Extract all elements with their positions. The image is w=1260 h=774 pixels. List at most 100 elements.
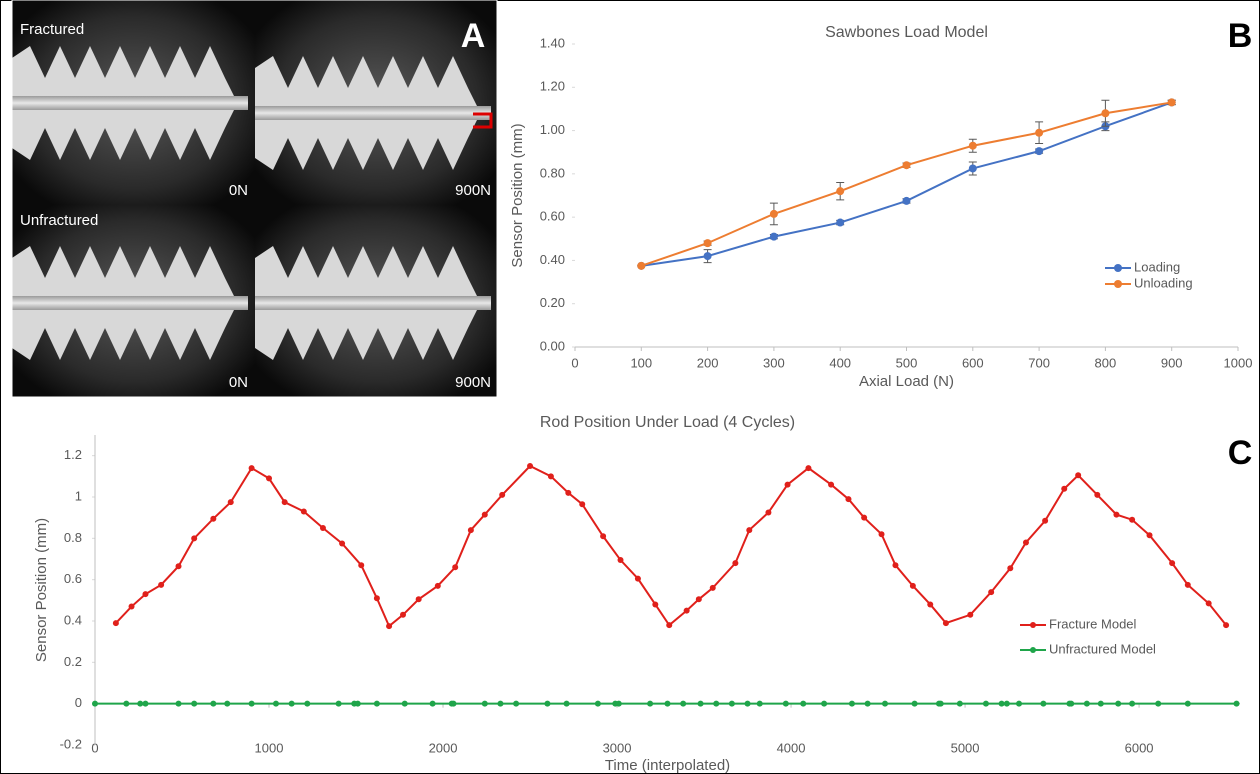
point	[401, 700, 408, 707]
point	[386, 623, 393, 630]
point	[942, 620, 949, 627]
point	[600, 533, 607, 540]
x-tick-label: 4000	[777, 740, 806, 755]
point	[210, 515, 217, 522]
point	[1007, 565, 1014, 572]
series-line	[115, 464, 1227, 628]
y-tick-label: 0.40	[540, 252, 565, 267]
image-load: 0N	[229, 374, 248, 391]
point	[266, 475, 273, 482]
point	[746, 527, 753, 534]
point	[224, 700, 231, 707]
point	[828, 481, 835, 488]
point	[191, 700, 198, 707]
point	[137, 700, 144, 707]
point	[836, 187, 845, 196]
point	[547, 473, 554, 480]
point	[373, 595, 380, 602]
panel-a: Fractured 0N 900N Unfractured 0N 900N	[11, 0, 498, 398]
point	[1129, 700, 1136, 707]
xray-image: 900N	[255, 0, 497, 205]
point	[128, 603, 135, 610]
point	[319, 525, 326, 531]
point	[647, 700, 654, 707]
point	[594, 700, 601, 707]
point	[728, 700, 735, 707]
legend-marker	[1114, 264, 1122, 272]
point	[878, 531, 885, 538]
point	[709, 584, 716, 591]
point	[1155, 700, 1162, 707]
x-tick-label: 800	[1095, 355, 1117, 370]
x-tick-label: 200	[697, 355, 719, 370]
point	[358, 562, 365, 569]
point	[227, 499, 234, 506]
x-tick-label: 400	[829, 355, 851, 370]
point	[1068, 700, 1075, 707]
image-caption: Fractured	[20, 21, 84, 38]
point	[112, 620, 119, 627]
point	[288, 700, 295, 707]
point	[434, 582, 441, 589]
x-tick-label: 3000	[603, 740, 632, 755]
point	[497, 700, 504, 707]
point	[1040, 700, 1047, 707]
point	[732, 560, 739, 567]
point	[248, 465, 255, 472]
point	[615, 700, 622, 707]
point	[927, 601, 934, 608]
y-tick-label: 0.8	[64, 530, 82, 545]
legend-label: Fracture Model	[1049, 616, 1137, 631]
point	[123, 700, 130, 707]
xray-image: Unfractured 0N	[12, 205, 255, 397]
point	[1223, 622, 1230, 629]
y-axis-label: Sensor Position (mm)	[509, 123, 526, 267]
image-caption: Unfractured	[20, 212, 98, 229]
x-tick-label: 900	[1161, 355, 1183, 370]
point	[1205, 600, 1212, 607]
image-load: 0N	[229, 182, 248, 199]
point	[666, 622, 673, 629]
panel-letter: A	[461, 17, 486, 55]
point	[703, 239, 712, 248]
point	[634, 575, 641, 582]
point	[1169, 560, 1176, 567]
y-tick-label: 1.40	[540, 35, 565, 50]
legend-label: Unloading	[1134, 275, 1193, 290]
x-tick-label: 300	[763, 355, 785, 370]
x-tick-label: 1000	[1224, 355, 1253, 370]
point	[544, 700, 551, 707]
point	[800, 700, 807, 707]
point	[373, 700, 380, 707]
point	[415, 596, 422, 603]
y-tick-label: 1	[75, 488, 82, 503]
point	[848, 700, 855, 707]
point	[1146, 532, 1153, 539]
point	[467, 527, 474, 534]
y-axis-label: Sensor Position (mm)	[33, 518, 50, 662]
point	[998, 700, 1005, 707]
point	[782, 700, 789, 707]
panel-letter: B	[1228, 17, 1253, 55]
point	[527, 463, 534, 469]
point	[92, 700, 98, 707]
x-tick-label: 2000	[429, 740, 458, 755]
y-tick-label: 0.80	[540, 165, 565, 180]
y-tick-label: 0.6	[64, 571, 82, 586]
point	[1101, 109, 1110, 118]
point	[481, 511, 488, 518]
x-axis-label: Time (interpolated)	[605, 757, 730, 774]
y-tick-label: 0	[75, 695, 82, 710]
point	[911, 700, 918, 707]
y-tick-label: 0.00	[540, 338, 565, 353]
point	[335, 700, 342, 707]
point	[1061, 485, 1068, 492]
xray-image: Fractured 0N	[12, 0, 255, 205]
point	[1016, 700, 1023, 707]
point	[864, 700, 871, 707]
point	[902, 161, 911, 170]
y-tick-label: 1.20	[540, 79, 565, 94]
y-tick-label: 0.2	[64, 654, 82, 669]
point	[713, 700, 720, 707]
